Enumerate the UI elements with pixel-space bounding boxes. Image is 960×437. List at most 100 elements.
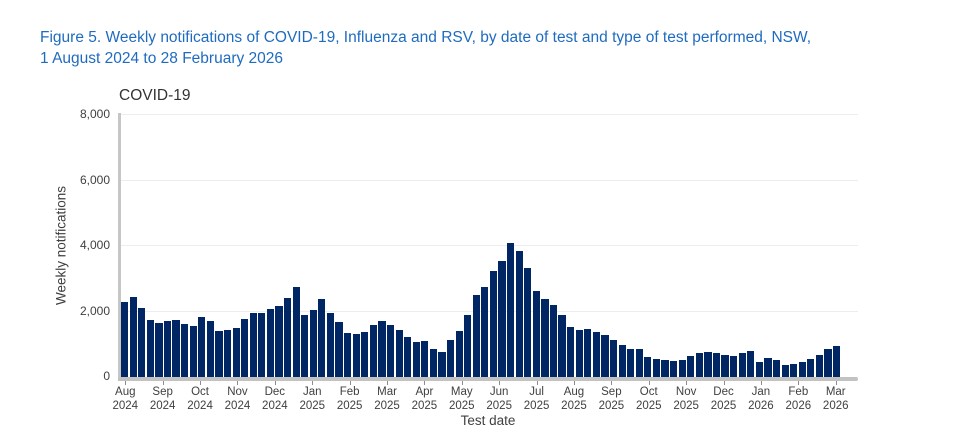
- x-tick-dec-2024: [274, 381, 276, 385]
- bar-week-3: [146, 319, 154, 377]
- x-tick-year: 2024: [224, 399, 251, 412]
- bar-week-24: [326, 313, 335, 377]
- bar-week-38: [446, 339, 455, 377]
- bar-week-36: [429, 348, 437, 377]
- gridline-4000: [121, 245, 858, 246]
- bar-week-6: [172, 319, 180, 377]
- bar-week-73: [747, 351, 755, 377]
- x-tick-label-sep-2025: Sep 2025: [599, 386, 625, 413]
- bar-week-32: [395, 329, 403, 377]
- bar-week-8: [189, 325, 197, 377]
- bar-week-66: [687, 356, 695, 377]
- bar-week-9: [198, 317, 206, 377]
- x-tick-month: Nov: [675, 386, 697, 398]
- x-tick-month: Jul: [529, 386, 544, 398]
- x-tick-label-mar-2026: Mar 2026: [823, 386, 849, 413]
- x-tick-year: 2025: [486, 399, 512, 412]
- x-tick-year: 2024: [112, 399, 139, 412]
- x-tick-year: 2024: [149, 399, 176, 412]
- x-tick-month: May: [450, 386, 473, 398]
- bar-week-61: [644, 357, 652, 377]
- x-tick-jan-2026: [760, 381, 762, 385]
- x-tick-jun-2025: [499, 381, 501, 385]
- bar-week-1: [129, 296, 137, 377]
- x-axis-line: [118, 377, 858, 381]
- x-tick-year: 2025: [673, 399, 699, 412]
- x-tick-feb-2025: [349, 381, 351, 385]
- x-tick-year: 2025: [374, 399, 400, 412]
- x-tick-jul-2025: [536, 381, 538, 385]
- x-tick-nov-2025: [686, 381, 688, 385]
- x-tick-month: Oct: [639, 386, 658, 398]
- x-tick-year: 2025: [598, 399, 625, 412]
- bar-week-78: [790, 363, 798, 377]
- x-tick-label-oct-2025: Oct 2025: [636, 386, 662, 413]
- bar-week-28: [361, 331, 369, 377]
- bar-week-48: [532, 291, 540, 377]
- x-axis-title: Test date: [460, 413, 516, 428]
- x-tick-dec-2025: [723, 381, 725, 385]
- bar-week-37: [438, 352, 446, 377]
- bar-week-20: [292, 286, 300, 377]
- bar-week-59: [627, 348, 635, 377]
- x-tick-year: 2025: [635, 399, 662, 412]
- bar-week-23: [318, 299, 326, 377]
- bar-week-52: [567, 326, 575, 377]
- bar-week-81: [815, 355, 824, 377]
- x-tick-year: 2025: [449, 399, 475, 412]
- y-tick-label-4000: 4,000: [79, 238, 110, 252]
- x-tick-label-aug-2025: Aug 2025: [561, 386, 587, 413]
- x-tick-year: 2025: [411, 399, 438, 412]
- bar-week-0: [121, 301, 129, 377]
- y-tick-label-6000: 6,000: [79, 172, 110, 187]
- x-tick-year: 2025: [523, 399, 550, 412]
- bar-week-72: [738, 353, 746, 377]
- plot-area: [118, 113, 858, 381]
- bar-week-41: [472, 295, 480, 377]
- x-tick-mar-2026: [835, 381, 837, 385]
- y-tick-label-8000: 8,000: [79, 107, 110, 121]
- x-tick-month: Nov: [227, 386, 248, 398]
- x-tick-label-nov-2025: Nov 2025: [673, 386, 699, 413]
- bar-week-29: [369, 325, 377, 377]
- bar-week-31: [386, 325, 395, 377]
- bar-week-44: [498, 261, 506, 377]
- bar-week-53: [575, 330, 583, 377]
- x-tick-month: Feb: [339, 386, 360, 398]
- x-tick-label-dec-2024: Dec 2024: [262, 386, 288, 413]
- bar-week-56: [601, 335, 609, 377]
- x-tick-label-feb-2025: Feb 2025: [337, 386, 363, 413]
- x-tick-month: Sep: [601, 386, 622, 398]
- x-tick-label-jan-2025: Jan 2025: [299, 386, 325, 413]
- bar-week-80: [807, 358, 815, 377]
- x-tick-feb-2026: [798, 381, 800, 385]
- x-tick-month: Jun: [489, 386, 509, 398]
- x-tick-oct-2025: [648, 381, 650, 385]
- bar-week-21: [301, 315, 309, 377]
- x-tick-month: Feb: [788, 386, 809, 398]
- x-tick-label-may-2025: May 2025: [449, 386, 475, 413]
- bar-week-4: [155, 322, 163, 377]
- bar-week-22: [309, 309, 317, 377]
- figure-caption-line1: Figure 5. Weekly notifications of COVID-…: [40, 29, 812, 46]
- bar-week-60: [635, 348, 643, 377]
- bar-week-2: [138, 308, 146, 377]
- bar-week-79: [798, 361, 806, 377]
- bar-week-77: [781, 365, 789, 377]
- gridline-6000: [121, 179, 858, 181]
- bar-week-76: [772, 360, 781, 377]
- x-tick-month: Dec: [713, 386, 734, 398]
- bar-week-64: [670, 360, 678, 377]
- x-tick-jan-2025: [312, 381, 314, 385]
- bar-week-46: [515, 251, 523, 377]
- x-tick-nov-2024: [237, 381, 239, 385]
- x-tick-label-nov-2024: Nov 2024: [225, 386, 251, 413]
- bar-week-65: [678, 359, 686, 377]
- x-tick-month: Jan: [302, 386, 322, 398]
- x-tick-year: 2024: [187, 399, 213, 412]
- x-tick-year: 2025: [336, 399, 363, 412]
- bar-week-42: [481, 286, 489, 377]
- bar-week-50: [549, 304, 558, 377]
- x-tick-label-apr-2025: Apr 2025: [412, 386, 438, 413]
